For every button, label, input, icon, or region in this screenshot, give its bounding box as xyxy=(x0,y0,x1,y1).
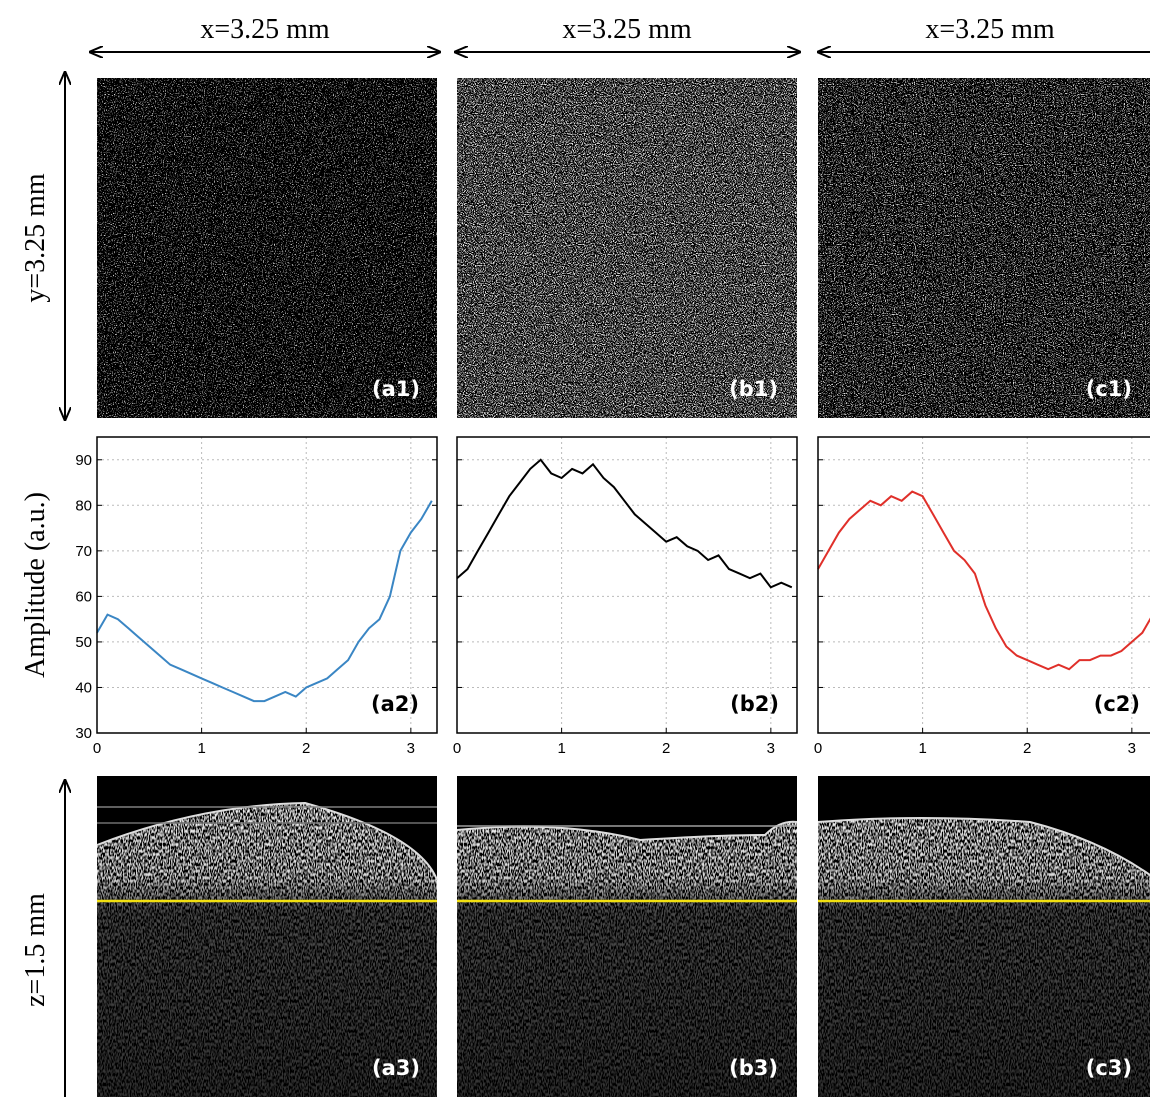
surface xyxy=(96,801,438,881)
plot-frame xyxy=(817,436,1150,734)
x-tick-label: 3 xyxy=(407,740,415,757)
x-extent: x=3.25 mm xyxy=(562,14,692,45)
bscan-images xyxy=(96,776,1150,1097)
plot-bg xyxy=(457,437,797,733)
line-chart: 0 1 2 3 (b2) xyxy=(453,436,798,757)
data-line xyxy=(817,490,1150,671)
x-tick-label: 3 xyxy=(1128,740,1136,757)
x-tick-label: 3 xyxy=(767,740,775,757)
enface-images xyxy=(97,78,1150,418)
z-extent: z=1.5 mm xyxy=(20,893,51,1007)
arrows xyxy=(65,52,1150,1097)
x-tick-label: 0 xyxy=(93,740,101,757)
y-tick-label: 90 xyxy=(75,452,92,469)
panel-label: (b1) xyxy=(729,377,778,401)
panel-label: (a2) xyxy=(371,692,419,716)
panel-label: (c3) xyxy=(1086,1056,1132,1080)
image-speckle xyxy=(818,78,1150,418)
surface xyxy=(817,817,1150,876)
panel-label: (a3) xyxy=(372,1056,420,1080)
plot-frame xyxy=(96,436,438,734)
image-mask xyxy=(818,776,1150,875)
panel-label: (b2) xyxy=(730,692,779,716)
x-tick-label: 2 xyxy=(302,740,310,757)
panel-label: (b3) xyxy=(729,1056,778,1080)
x-extent: x=3.25 mm xyxy=(925,14,1055,45)
image-mask xyxy=(457,776,797,840)
x-tick-label: 0 xyxy=(814,740,822,757)
panel-label: (c1) xyxy=(1086,377,1132,401)
panel-label: (a1) xyxy=(372,377,420,401)
line-chart: 0 1 2 3 (c2) xyxy=(814,436,1150,757)
x-tick-label: 1 xyxy=(918,740,926,757)
panel-label: (c2) xyxy=(1094,692,1140,716)
y-extent: y=3.25 mm xyxy=(20,173,51,303)
y-tick-label: 50 xyxy=(75,634,92,651)
x-tick-label: 0 xyxy=(453,740,461,757)
line-chart: 30 40 50 60 70 80 90 0 1 2 3 Amplitude (a.u.) (a2) xyxy=(20,436,438,757)
y-tick-label: 60 xyxy=(75,588,92,605)
y-tick-label: 40 xyxy=(75,679,92,696)
plot-bg xyxy=(818,437,1150,733)
data-line xyxy=(456,458,793,589)
x-extent: x=3.25 mm xyxy=(200,14,330,45)
image-speckle xyxy=(457,78,797,418)
y-axis-label: Amplitude (a.u.) xyxy=(20,492,51,678)
image-mask xyxy=(97,776,437,880)
x-tick-label: 2 xyxy=(662,740,670,757)
image-speckle xyxy=(97,78,437,418)
x-tick-label: 1 xyxy=(557,740,565,757)
plot-bg xyxy=(97,437,437,733)
plot-frame xyxy=(456,436,798,734)
x-tick-label: 2 xyxy=(1023,740,1031,757)
y-tick-label: 80 xyxy=(75,497,92,514)
x-tick-label: 1 xyxy=(197,740,205,757)
y-tick-label: 30 xyxy=(75,725,92,742)
data-line xyxy=(96,500,433,703)
y-tick-label: 70 xyxy=(75,543,92,560)
